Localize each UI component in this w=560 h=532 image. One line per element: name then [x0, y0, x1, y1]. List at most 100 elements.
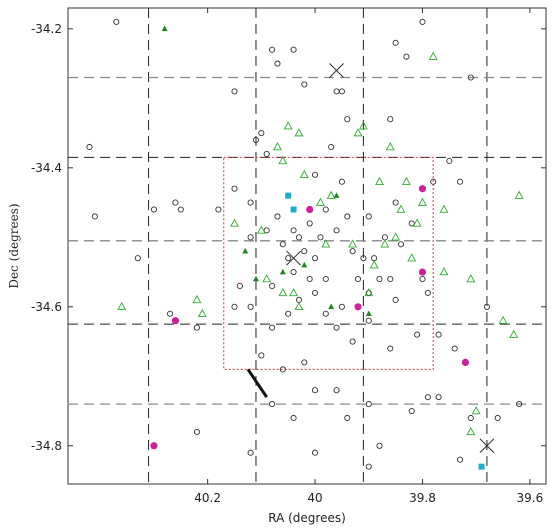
open-circle-point — [290, 227, 297, 234]
open-triangle-point — [273, 142, 282, 151]
open-circle-point — [301, 248, 308, 255]
open-circle-point — [467, 74, 474, 81]
x-tick-label: 39.8 — [409, 491, 436, 505]
open-triangle-point — [385, 142, 395, 151]
open-circle-point — [397, 241, 405, 248]
y-tick-label: -34.4 — [31, 161, 62, 175]
open-circle-point — [392, 296, 399, 303]
open-triangle-point — [315, 197, 325, 206]
open-circle-point — [392, 199, 399, 206]
open-circle-point — [414, 331, 421, 338]
open-circle-point — [365, 401, 372, 408]
open-triangle-point — [256, 225, 266, 234]
open-circle-point — [269, 282, 276, 290]
y-tick-label: -34.6 — [31, 300, 62, 314]
open-triangle-point — [375, 176, 384, 185]
open-circle-point — [419, 275, 426, 283]
open-circle-point — [424, 394, 431, 401]
open-circle-point — [150, 206, 157, 213]
open-circle-point — [274, 60, 281, 67]
open-circle-point — [231, 185, 238, 192]
data-points — [86, 18, 524, 470]
filled-square-point — [285, 192, 292, 199]
filled-circle-point — [354, 303, 362, 311]
open-circle-point — [360, 255, 367, 262]
open-circle-point — [349, 338, 356, 345]
open-triangle-point — [509, 329, 519, 338]
open-circle-point — [312, 387, 319, 394]
filled-triangle-point — [365, 310, 372, 317]
open-circle-point — [322, 206, 329, 213]
open-triangle-point — [418, 197, 427, 206]
open-circle-point — [290, 269, 297, 276]
open-triangle-point — [192, 294, 202, 304]
filled-circle-point — [150, 442, 158, 450]
open-triangle-point — [364, 287, 374, 297]
open-triangle-point — [514, 190, 524, 199]
open-triangle-point — [358, 121, 368, 130]
open-circle-point — [301, 81, 308, 88]
open-circle-point — [295, 296, 302, 303]
open-circle-point — [494, 414, 501, 422]
open-circle-point — [338, 88, 345, 95]
open-circle-point — [301, 359, 308, 366]
x-marker-point — [286, 250, 301, 266]
open-circle-point — [381, 234, 388, 241]
open-triangle-point — [230, 218, 239, 227]
open-circle-point — [263, 150, 270, 157]
open-triangle-point — [391, 232, 401, 241]
open-circle-point — [306, 220, 313, 227]
open-circle-point — [435, 394, 442, 401]
open-circle-point — [338, 303, 345, 310]
open-triangle-point — [353, 128, 363, 137]
open-triangle-point — [428, 51, 438, 60]
open-triangle-point — [348, 239, 358, 248]
plot-frame — [67, 7, 547, 485]
open-circle-point — [365, 213, 372, 220]
filled-triangle-point — [279, 268, 286, 275]
open-triangle-point — [466, 426, 476, 436]
open-triangle-point — [380, 239, 390, 248]
open-circle-point — [467, 414, 474, 422]
open-circle-point — [312, 289, 319, 296]
open-circle-point — [392, 39, 399, 46]
open-circle-point — [435, 331, 442, 338]
open-circle-point — [274, 213, 281, 220]
open-circle-point — [236, 282, 243, 290]
filled-triangle-point — [328, 303, 335, 310]
open-circle-point — [231, 88, 238, 95]
open-triangle-point — [326, 190, 336, 199]
open-triangle-point — [197, 308, 207, 318]
open-circle-point — [457, 456, 464, 463]
filled-triangle-point — [301, 261, 308, 268]
open-circle-point — [269, 401, 276, 408]
open-circle-point — [258, 352, 265, 359]
open-circle-point — [172, 199, 179, 206]
dotted-region-box — [223, 156, 434, 370]
open-circle-point — [349, 248, 356, 255]
open-circle-point — [344, 414, 351, 422]
open-circle-point — [263, 227, 270, 234]
open-circle-point — [269, 46, 276, 53]
open-circle-point — [279, 241, 286, 248]
open-circle-point — [279, 366, 286, 373]
x-axis-label: RA (degrees) — [268, 511, 346, 525]
filled-square-point — [290, 206, 297, 213]
x-tick-label: 40.2 — [194, 491, 221, 505]
y-tick-label: -34.8 — [31, 439, 62, 453]
filled-circle-point — [418, 185, 427, 193]
open-circle-point — [371, 255, 378, 262]
open-circle-point — [446, 157, 453, 164]
diagonal-line — [246, 368, 268, 398]
open-circle-point — [333, 227, 340, 234]
open-triangle-point — [278, 155, 288, 165]
open-circle-point — [387, 345, 394, 352]
filled-triangle-point — [333, 192, 340, 198]
x-tick-label: 40 — [307, 491, 322, 505]
open-circle-point — [451, 345, 458, 352]
open-triangle-point — [299, 169, 309, 179]
open-circle-point — [252, 136, 260, 144]
open-circle-point — [312, 171, 319, 178]
open-circle-point — [344, 116, 351, 123]
